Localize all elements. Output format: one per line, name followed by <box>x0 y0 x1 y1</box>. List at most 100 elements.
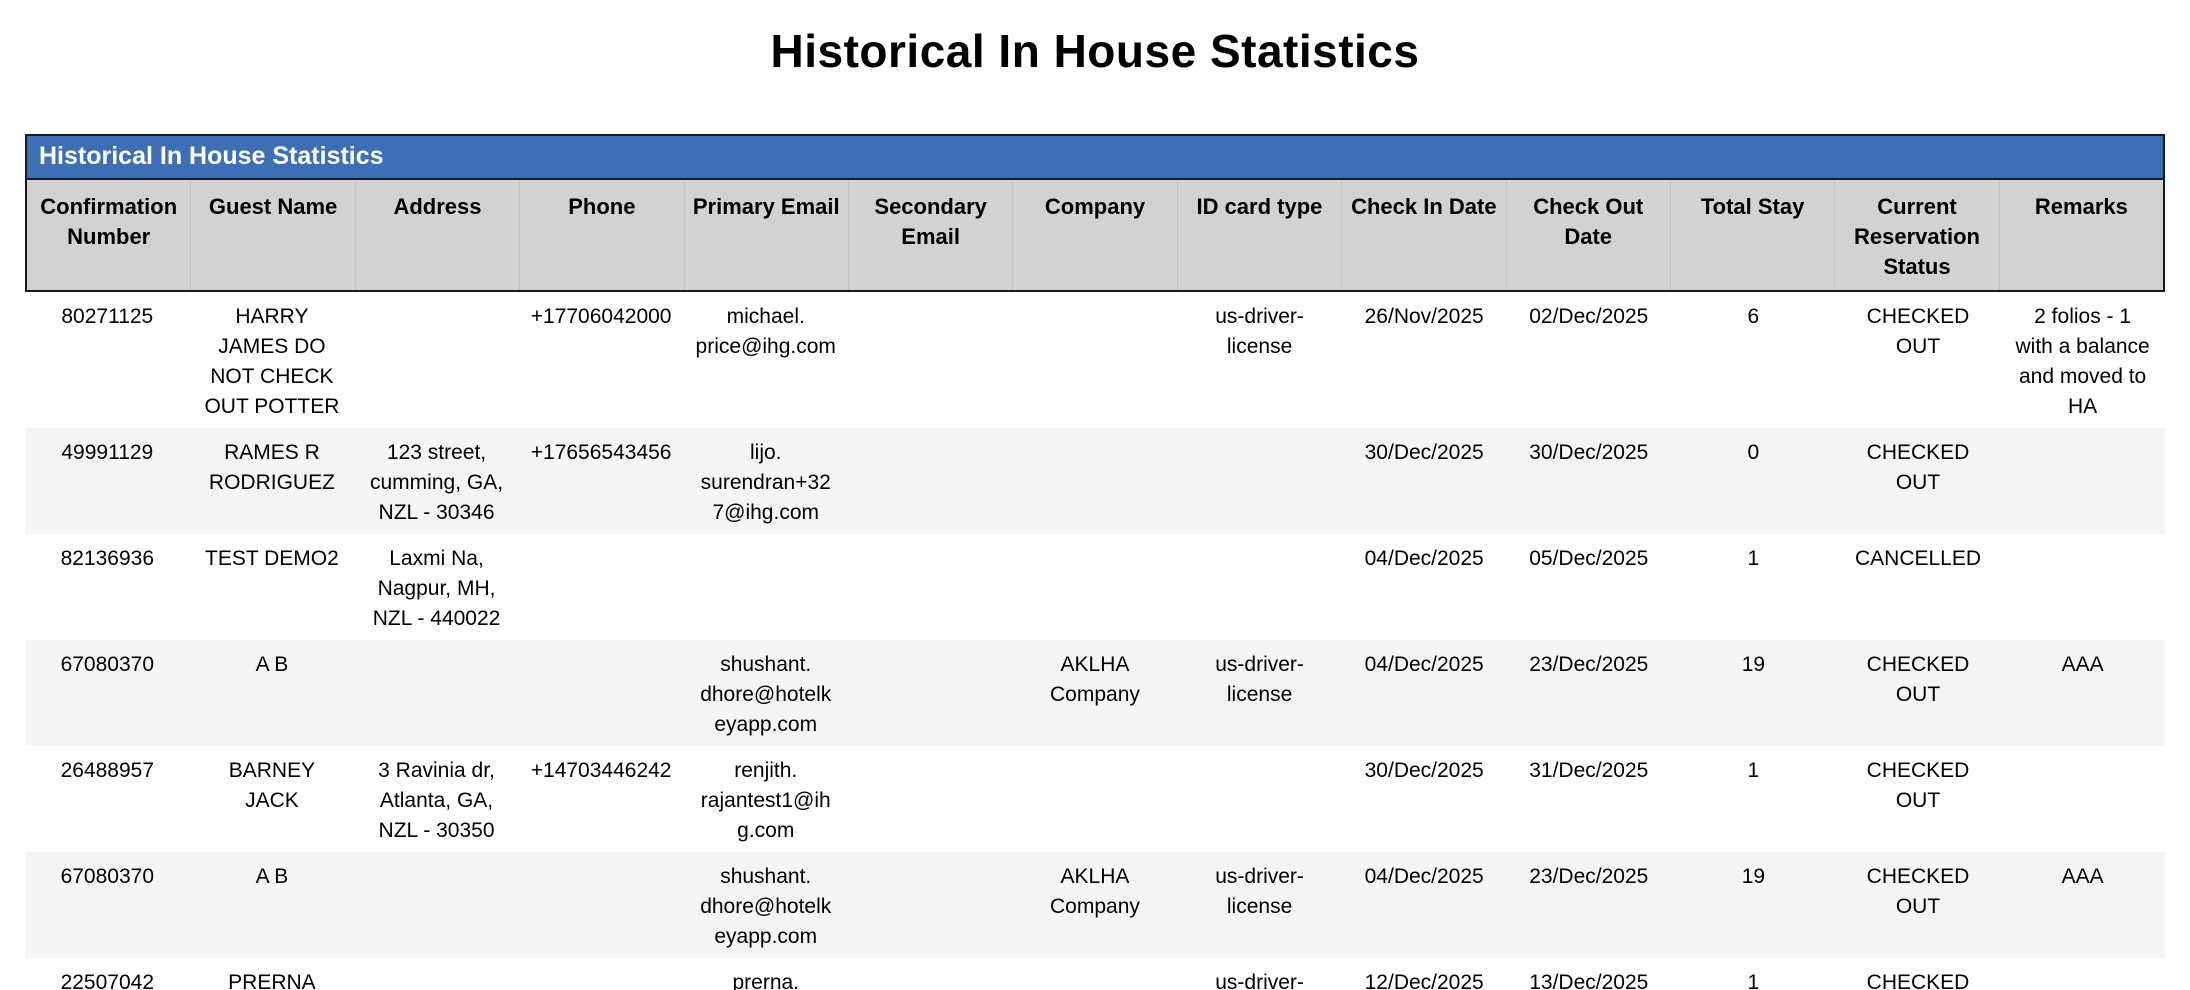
cell: 2 folios - 1 with a balance and moved to… <box>2015 305 2150 418</box>
cell: us-driver- license <box>1215 865 1304 918</box>
cell <box>519 534 684 640</box>
cell: 30/Dec/2025 <box>1364 441 1484 464</box>
cell: 04/Dec/2025 <box>1364 865 1484 888</box>
cell: CHECKED OUT <box>1866 759 1970 812</box>
cell: A B <box>255 653 289 676</box>
cell <box>1013 958 1178 990</box>
cell: TEST DEMO2 <box>205 547 339 570</box>
cell <box>1013 428 1178 534</box>
cell: 49991129 <box>61 441 154 464</box>
cell <box>848 958 1013 990</box>
cell: renjith. rajantest1@ih g.com <box>700 759 831 842</box>
cell: 26/Nov/2025 <box>1364 305 1484 328</box>
cell <box>354 852 519 958</box>
cell <box>848 746 1013 852</box>
cell: BARNEY JACK <box>228 759 316 812</box>
cell: AKLHA Company <box>1050 865 1140 918</box>
cell: 0 <box>1747 441 1760 464</box>
column-header-8: ID card type <box>1178 180 1343 290</box>
cell: 80271125 <box>61 305 154 328</box>
column-header-2: Guest Name <box>191 180 356 290</box>
table-row: 49991129 RAMES R RODRIGUEZ 123 street, cum… <box>25 428 2165 534</box>
cell: lijo. surendran+32 7@ihg.com <box>700 441 831 524</box>
column-header-13: Remarks <box>2034 194 2128 219</box>
cell <box>1013 746 1178 852</box>
cell: 12/Dec/2025 <box>1364 971 1484 990</box>
cell: 6 <box>1747 305 1760 328</box>
cell <box>519 640 684 746</box>
cell: PRERNA CHATURVEDI <box>228 971 316 990</box>
cell: shushant. dhore@hotelk eyapp.com <box>700 865 832 948</box>
cell: prerna. chaturvedi@ih g.com <box>732 971 800 990</box>
table-row: 67080370 A B shushant. dhore@hotelk eyapp.… <box>25 852 2165 958</box>
cell: 123 street, cumming, GA, NZL - 30346 <box>370 441 504 524</box>
cell: 67080370 <box>60 865 155 888</box>
cell: us-driver- license <box>1215 305 1304 358</box>
table-row: 22507042 PRERNA CHATURVEDI prerna. chaturv… <box>25 958 2165 990</box>
column-header-10: Check Out Date <box>1507 180 1671 290</box>
cell: AAA <box>2061 865 2104 888</box>
column-header-11: Total Stay <box>1671 180 1836 290</box>
cell: 3 Ravinia dr, Atlanta, GA, NZL - 30350 <box>378 759 495 842</box>
cell: 23/Dec/2025 <box>1529 865 1649 888</box>
cell: 22507042 <box>60 971 155 990</box>
column-header-9: Check In Date <box>1342 180 1507 290</box>
column-header-row: Confirmation Number Guest Name Address Phon… <box>27 180 2163 290</box>
report-table: Historical In House Statistics Confirmat… <box>25 134 2165 990</box>
cell: 19 <box>1741 865 1766 888</box>
column-header-3: Address <box>356 180 521 290</box>
cell: +17706042000 <box>530 305 672 328</box>
cell: us-driver- license <box>1215 653 1304 706</box>
cell <box>1177 534 1342 640</box>
cell <box>1013 534 1178 640</box>
cell: 31/Dec/2025 <box>1529 759 1649 782</box>
cell: AAA <box>2061 653 2104 676</box>
cell: 04/Dec/2025 <box>1364 653 1484 676</box>
cell <box>848 640 1013 746</box>
column-header-6: Secondary Email <box>849 180 1014 290</box>
cell <box>354 292 519 428</box>
cell <box>2000 958 2165 990</box>
cell: 30/Dec/2025 <box>1364 759 1484 782</box>
cell <box>848 428 1013 534</box>
cell <box>2000 534 2165 640</box>
cell: 13/Dec/2025 <box>1529 971 1649 990</box>
cell <box>2000 746 2165 852</box>
table-row: 67080370 A B shushant. dhore@hotelk eyapp.… <box>25 640 2165 746</box>
cell: us-driver- license <box>1215 971 1304 990</box>
cell: 1 <box>1747 971 1760 990</box>
cell <box>519 852 684 958</box>
cell: CANCELLED <box>1854 547 1982 570</box>
cell: A B <box>255 865 289 888</box>
cell: CHECKED OUT <box>1866 865 1970 918</box>
cell: Laxmi Na, Nagpur, MH, NZL - 440022 <box>372 547 501 630</box>
column-header-5: Primary Email <box>685 180 849 290</box>
cell: 1 <box>1747 547 1760 570</box>
cell: CHECKED OUT <box>1866 305 1970 358</box>
cell <box>1177 428 1342 534</box>
column-header-1: Confirmation Number <box>27 180 192 290</box>
table-title: Historical In House Statistics <box>39 142 384 170</box>
cell <box>1013 292 1178 428</box>
column-header-7: Company <box>1013 180 1178 290</box>
cell: 26488957 <box>60 759 155 782</box>
report-head: Historical In House Statistics Confirmat… <box>25 134 2165 292</box>
cell: 30/Dec/2025 <box>1529 441 1649 464</box>
cell: 02/Dec/2025 <box>1529 305 1649 328</box>
cell: shushant. dhore@hotelk eyapp.com <box>700 653 832 736</box>
cell: CHECKED OUT <box>1866 653 1970 706</box>
table-row: 80271125 HARRY JAMES DO NOT CHECK OUT POT… <box>25 292 2165 428</box>
table-row: 82136936 TEST DEMO2 Laxmi Na, Nagpur, MH, … <box>25 534 2165 640</box>
cell: +14703446242 <box>530 759 672 782</box>
cell: AKLHA Company <box>1050 653 1140 706</box>
cell: 82136936 <box>60 547 155 570</box>
column-header-4: Phone <box>520 180 685 290</box>
cell: RAMES R RODRIGUEZ <box>208 441 335 494</box>
cell <box>2000 428 2165 534</box>
cell: michael. price@ihg.com <box>695 305 836 358</box>
cell: 05/Dec/2025 <box>1529 547 1649 570</box>
cell <box>519 958 684 990</box>
cell <box>683 534 848 640</box>
cell <box>848 534 1013 640</box>
cell: +17656543456 <box>530 441 672 464</box>
